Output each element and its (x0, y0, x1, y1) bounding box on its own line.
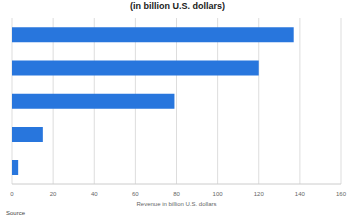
svg-text:20: 20 (50, 191, 57, 197)
svg-text:140: 140 (295, 191, 306, 197)
svg-text:120: 120 (254, 191, 265, 197)
svg-text:80: 80 (173, 191, 180, 197)
html-text:Source: Source (6, 210, 25, 216)
html-text:(in billion U.S. dollars): (in billion U.S. dollars) (130, 1, 225, 11)
svg-text:0: 0 (10, 191, 14, 197)
svg-text:100: 100 (213, 191, 224, 197)
svg-text:Revenue in billion U.S. dollar: Revenue in billion U.S. dollars (136, 201, 216, 207)
svg-text:160: 160 (336, 191, 347, 197)
svg-text:40: 40 (91, 191, 98, 197)
svg-text:60: 60 (132, 191, 139, 197)
